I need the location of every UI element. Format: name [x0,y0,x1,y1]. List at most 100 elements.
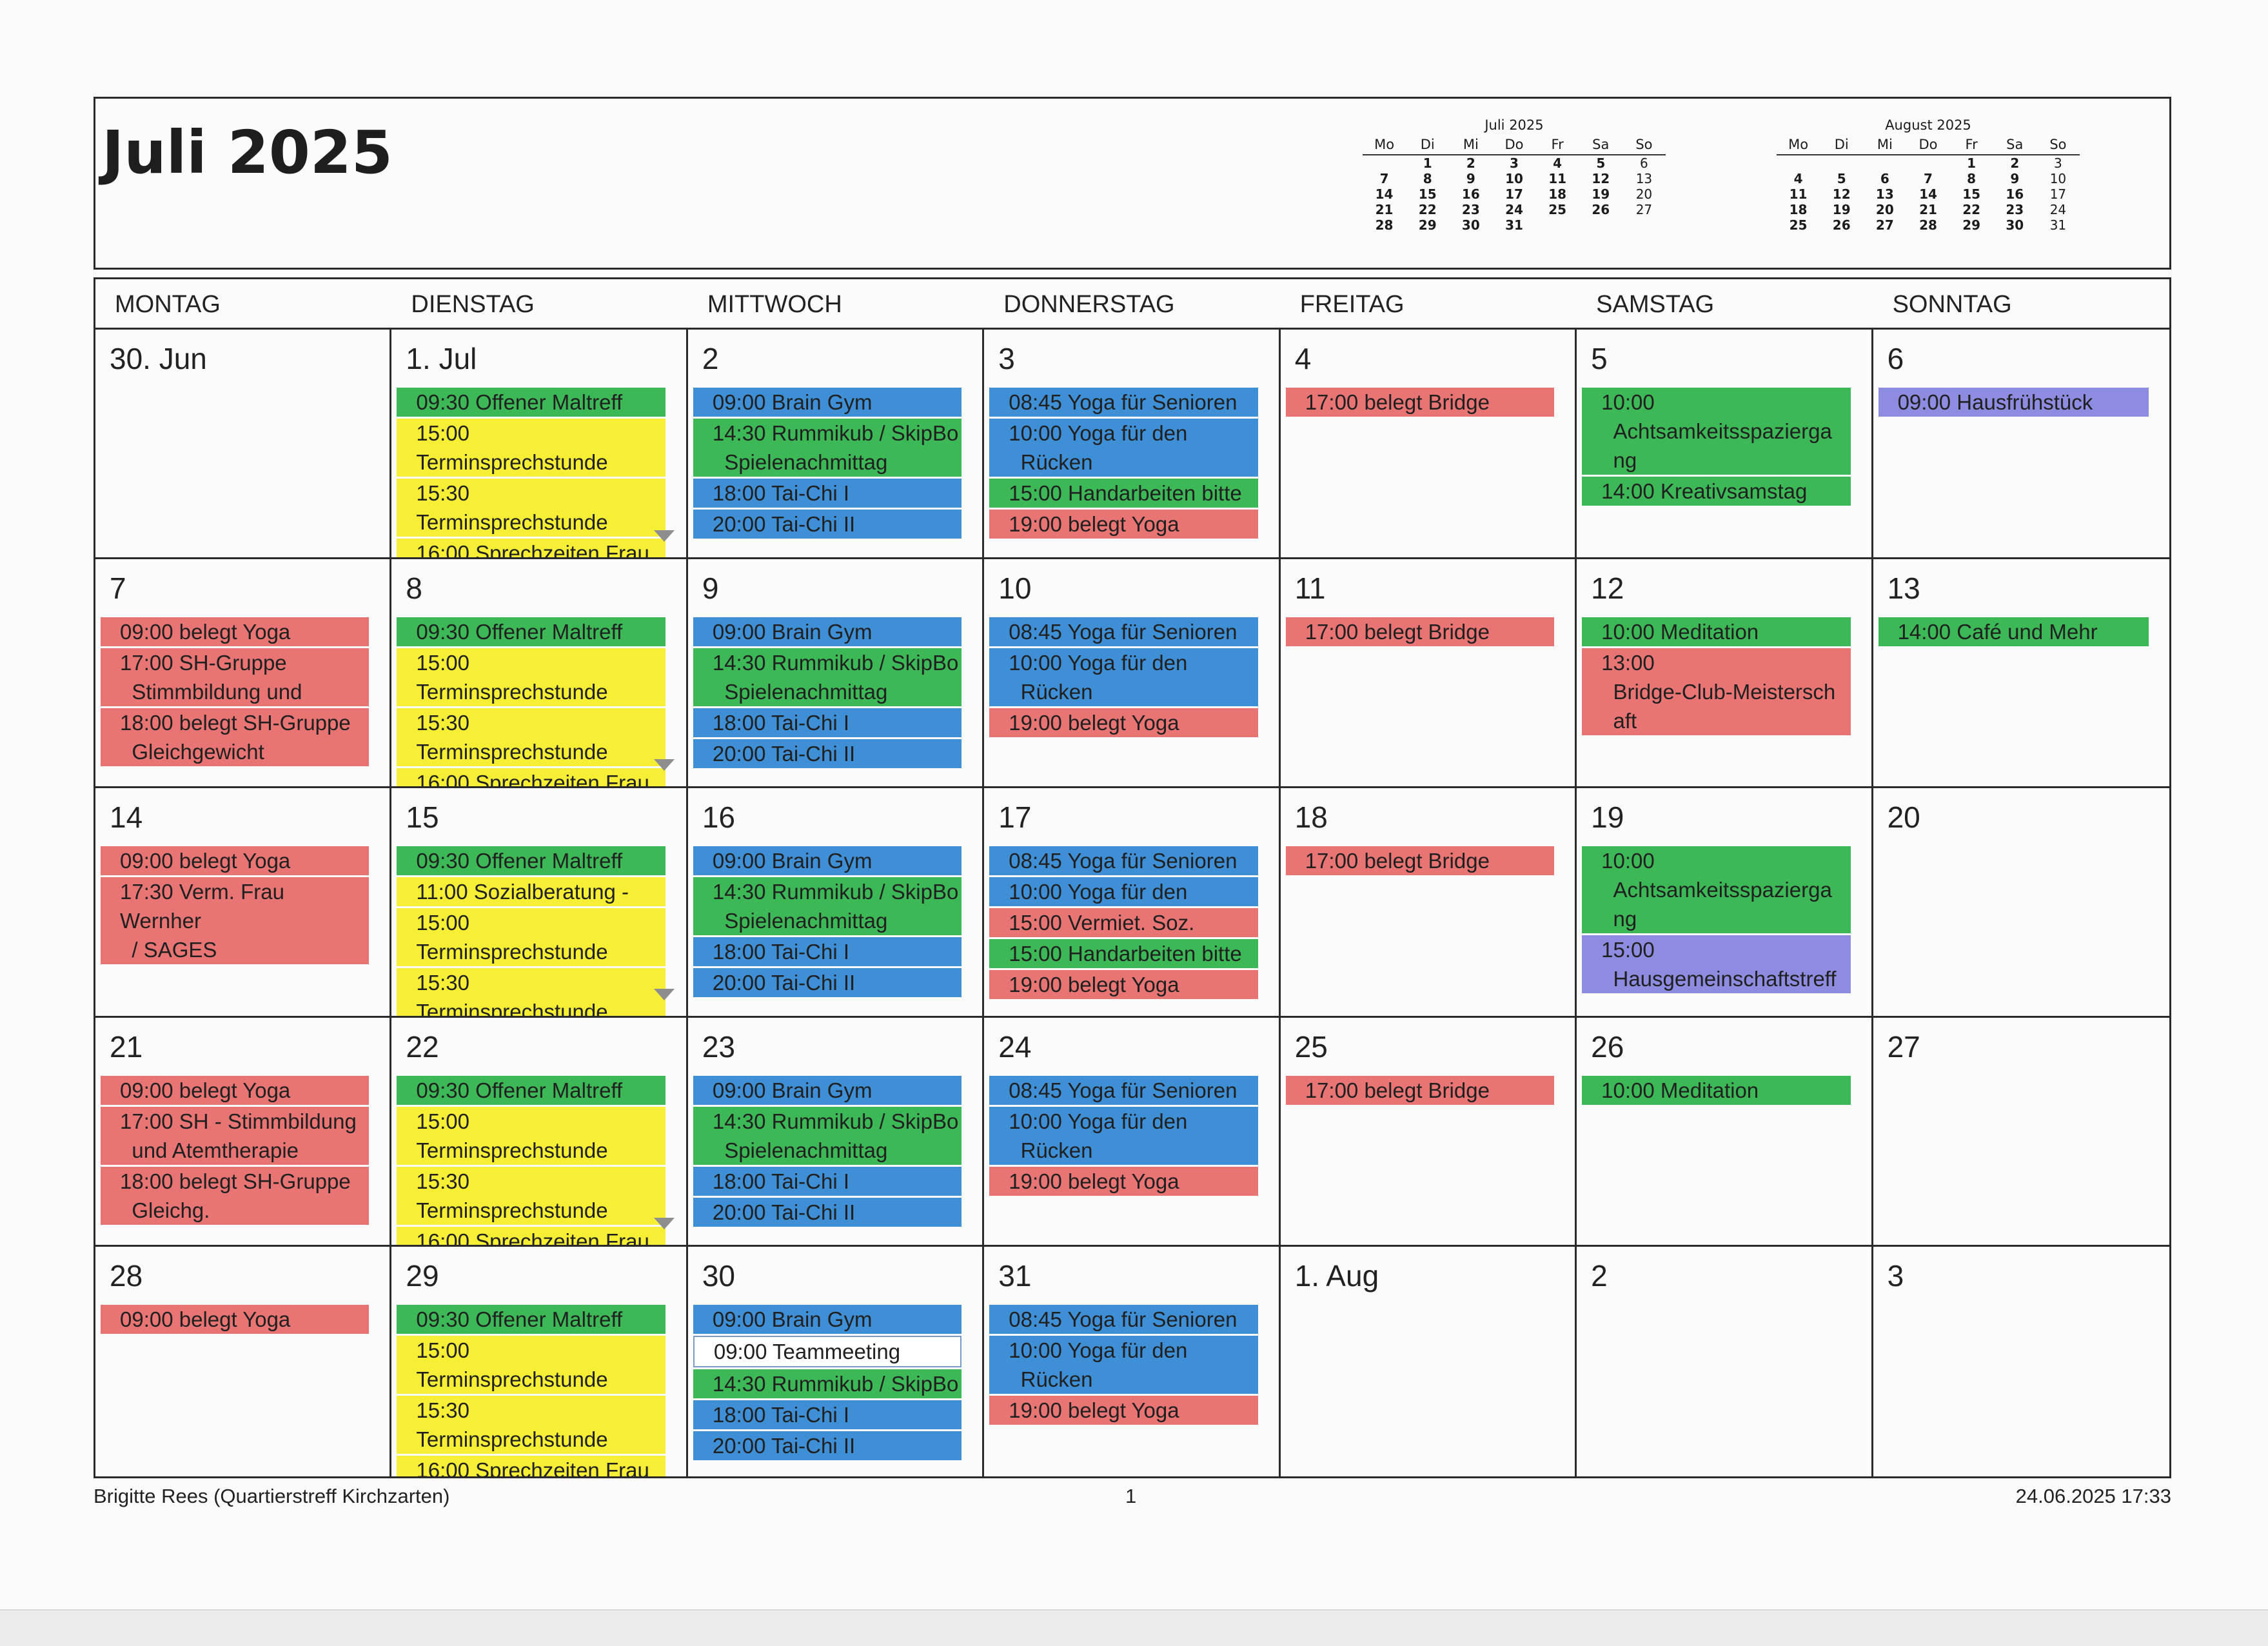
mini-calendar-day[interactable]: 4 [1793,171,1803,186]
calendar-event[interactable]: 09:00 Hausfrühstück [1878,388,2149,417]
calendar-event[interactable]: 15:00 Terminsprechstunde [397,908,666,967]
day-cell[interactable]: 21 09:00 belegt Yoga 17:00 SH - Stimmbildu… [95,1017,392,1247]
calendar-event[interactable]: 18:00 Tai-Chi I [693,479,962,508]
mini-calendar-day[interactable]: 14 [1919,186,1937,202]
calendar-event[interactable]: 16:00 Sprechzeiten Frau [397,768,666,787]
day-cell[interactable]: 6 09:00 Hausfrühstück [1873,330,2169,559]
calendar-event[interactable]: 14:00 Café und Mehr [1878,617,2149,646]
calendar-event[interactable]: 17:00 belegt Bridge [1285,617,1555,646]
calendar-event[interactable]: 09:30 Offener Maltreff [397,1305,666,1334]
mini-calendar-day[interactable]: 31 [1505,217,1523,233]
calendar-event[interactable]: 09:00 belegt Yoga [101,1305,370,1334]
mini-calendar-day[interactable]: 20 [1875,202,1894,217]
calendar-event[interactable]: 08:45 Yoga für Senioren [989,1305,1258,1334]
day-cell[interactable]: 19 10:00 Achtsamkeitsspazierga ng 15:00 Ha… [1577,788,1873,1018]
day-cell[interactable]: 7 09:00 belegt Yoga 17:00 SH-Gruppe Stimmb… [95,559,392,789]
day-cell[interactable]: 5 10:00 Achtsamkeitsspazierga ng 14:00 Kre… [1577,330,1873,559]
calendar-event[interactable]: 09:00 Brain Gym [693,1305,962,1334]
calendar-event[interactable]: 11:00 Sozialberatung - [397,877,666,907]
mini-calendar-day[interactable]: 8 [1967,171,1977,186]
calendar-event[interactable]: 09:30 Offener Maltreff [397,617,666,646]
calendar-event[interactable]: 10:00 Yoga für den Rücken [989,419,1258,477]
calendar-event[interactable]: 08:45 Yoga für Senioren [989,617,1258,646]
day-cell[interactable]: 2 09:00 Brain Gym 14:30 Rummikub / SkipBo … [687,330,985,559]
calendar-event[interactable]: 15:00 Vermiet. Soz. [989,908,1258,938]
calendar-event[interactable]: 09:00 Brain Gym [693,1075,962,1105]
calendar-event[interactable]: 08:45 Yoga für Senioren [989,846,1258,876]
calendar-event[interactable]: 18:00 belegt SH-Gruppe Gleichg. [101,1166,370,1225]
mini-calendar-day[interactable]: 8 [1423,171,1432,186]
calendar-event[interactable]: 14:00 Kreativsamstag [1582,477,1851,506]
mini-calendar-day[interactable]: 15 [1418,186,1437,202]
mini-calendar-day[interactable]: 15 [1962,186,1981,202]
day-cell[interactable]: 31 08:45 Yoga für Senioren 10:00 Yoga für … [984,1247,1281,1476]
more-events-arrow-icon[interactable] [653,530,675,542]
mini-calendar-day[interactable]: 31 [2049,217,2067,233]
calendar-event[interactable]: 15:30 Terminsprechstunde [397,708,666,766]
calendar-event[interactable]: 15:30 Terminsprechstunde [397,968,666,1016]
day-cell[interactable]: 4 17:00 belegt Bridge [1280,330,1577,559]
calendar-event[interactable]: 10:00 Yoga für den Rücken [989,1106,1258,1165]
mini-calendar-day[interactable]: 26 [1832,217,1851,233]
calendar-event[interactable]: 18:00 belegt SH-Gruppe Gleichgewicht [101,708,370,766]
calendar-event[interactable]: 20:00 Tai-Chi II [693,1431,962,1461]
mini-calendar-day[interactable]: 18 [1789,202,1808,217]
mini-calendar-day[interactable]: 4 [1553,155,1563,171]
mini-calendar-day[interactable]: 22 [1418,202,1437,217]
calendar-event[interactable]: 18:00 Tai-Chi I [693,937,962,967]
mini-calendar-day[interactable]: 17 [1505,186,1523,202]
day-cell[interactable]: 8 09:30 Offener Maltreff 15:00 Terminsprec… [391,559,688,789]
calendar-event[interactable]: 09:30 Offener Maltreff [397,846,666,876]
mini-calendar-day[interactable]: 25 [1789,217,1808,233]
calendar-event[interactable]: 14:30 Rummikub / SkipBo Spielenachmittag [693,419,962,477]
mini-calendar-day[interactable]: 14 [1375,186,1394,202]
calendar-event[interactable]: 15:00 Hausgemeinschaftstreff [1582,935,1851,994]
calendar-event[interactable]: 16:00 Sprechzeiten Frau [397,1226,666,1245]
calendar-event[interactable]: 15:00 Handarbeiten bitte [989,939,1258,969]
calendar-event[interactable]: 16:00 Sprechzeiten Frau [397,539,666,557]
mini-calendar-day[interactable] [1863,155,1906,171]
mini-calendar-day[interactable]: 28 [1919,217,1937,233]
day-cell[interactable]: 12 10:00 Meditation 13:00 Bridge-Club-Meis… [1577,559,1873,789]
day-cell[interactable]: 1. Jul 09:30 Offener Maltreff 15:00 Termin… [391,330,688,559]
calendar-event[interactable]: 16:00 Sprechzeiten Frau [397,1456,666,1476]
mini-calendar-day[interactable]: 6 [1640,155,1648,171]
day-cell[interactable]: 1. Aug [1281,1247,1577,1476]
mini-calendar-day[interactable]: 5 [1596,155,1606,171]
day-cell[interactable]: 15 09:30 Offener Maltreff 11:00 Sozialbera… [391,788,688,1018]
day-cell[interactable]: 10 08:45 Yoga für Senioren 10:00 Yoga für … [984,559,1281,789]
mini-calendar-day[interactable]: 3 [1510,155,1519,171]
mini-calendar-day[interactable]: 10 [2049,171,2067,186]
calendar-event[interactable]: 09:00 Brain Gym [693,846,962,876]
day-cell[interactable]: 25 17:00 belegt Bridge [1280,1017,1577,1247]
mini-calendar-day[interactable] [1579,217,1622,233]
calendar-event[interactable]: 14:30 Rummikub / SkipBo Spielenachmittag [693,648,962,706]
mini-calendar-day[interactable]: 9 [1466,171,1475,186]
mini-calendar-day[interactable]: 5 [1837,171,1846,186]
day-cell[interactable]: 3 [1873,1247,2169,1476]
calendar-event[interactable]: 20:00 Tai-Chi II [693,968,962,998]
mini-calendar-day[interactable]: 21 [1375,202,1394,217]
calendar-event[interactable]: 08:45 Yoga für Senioren [989,388,1258,417]
mini-calendar-day[interactable]: 9 [2010,171,2020,186]
calendar-event[interactable]: 10:00 Yoga für den [989,877,1258,907]
day-cell[interactable]: 27 [1873,1018,2169,1247]
mini-calendar-day[interactable]: 2 [2010,155,2020,171]
mini-calendar-day[interactable]: 18 [1548,186,1567,202]
calendar-event[interactable]: 15:30 Terminsprechstunde [397,479,666,537]
mini-calendar-day[interactable]: 12 [1592,171,1610,186]
mini-calendar-day[interactable]: 16 [1461,186,1480,202]
calendar-event[interactable]: 15:30 Terminsprechstunde [397,1166,666,1225]
calendar-event[interactable]: 14:30 Rummikub / SkipBo Spielenachmittag [693,877,962,936]
calendar-event[interactable]: 17:00 SH-Gruppe Stimmbildung und [101,648,370,706]
more-events-arrow-icon[interactable] [653,988,675,1000]
calendar-event[interactable]: 17:00 belegt Bridge [1285,1075,1555,1105]
calendar-event[interactable]: 09:30 Offener Maltreff [397,1075,666,1105]
mini-calendar-day[interactable]: 6 [1880,171,1889,186]
mini-calendar-day[interactable]: 7 [1379,171,1389,186]
calendar-event[interactable]: 10:00 Achtsamkeitsspazierga ng [1582,388,1851,475]
calendar-event[interactable]: 15:00 Terminsprechstunde [397,419,666,477]
calendar-event[interactable]: 14:30 Rummikub / SkipBo [693,1369,962,1399]
mini-calendar-day[interactable]: 3 [2054,155,2062,171]
calendar-event[interactable]: 10:00 Yoga für den Rücken [989,1336,1258,1394]
